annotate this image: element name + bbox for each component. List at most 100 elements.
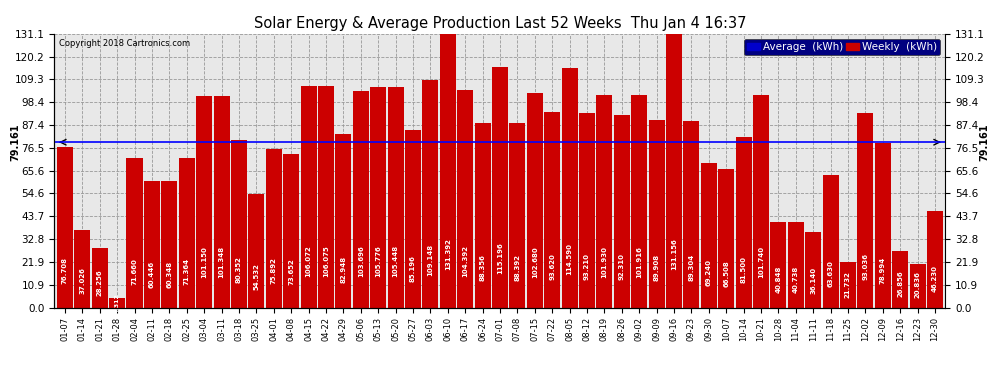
- Text: 63.630: 63.630: [828, 261, 834, 287]
- Bar: [405, 130, 421, 308]
- Bar: [927, 211, 943, 308]
- Bar: [370, 87, 386, 308]
- Text: 88.356: 88.356: [479, 254, 485, 281]
- Bar: [56, 147, 73, 308]
- Bar: [892, 251, 908, 308]
- Title: Solar Energy & Average Production Last 52 Weeks  Thu Jan 4 16:37: Solar Energy & Average Production Last 5…: [253, 16, 746, 31]
- Bar: [318, 86, 334, 308]
- Text: 131.392: 131.392: [445, 238, 450, 270]
- Text: 37.026: 37.026: [79, 267, 85, 294]
- Text: 66.508: 66.508: [723, 260, 730, 286]
- Text: 76.708: 76.708: [62, 257, 68, 284]
- Text: 89.304: 89.304: [688, 254, 694, 281]
- Text: Copyright 2018 Cartronics.com: Copyright 2018 Cartronics.com: [59, 39, 190, 48]
- Bar: [492, 67, 508, 308]
- Text: 93.620: 93.620: [549, 253, 555, 280]
- Text: 102.680: 102.680: [532, 246, 538, 278]
- Bar: [214, 96, 230, 308]
- Bar: [509, 123, 526, 308]
- Text: 103.696: 103.696: [357, 246, 363, 278]
- Text: 4.312: 4.312: [115, 293, 120, 313]
- Text: 78.994: 78.994: [880, 256, 886, 284]
- Text: 75.892: 75.892: [270, 257, 277, 284]
- Text: 46.230: 46.230: [932, 265, 938, 292]
- Text: 88.392: 88.392: [515, 254, 521, 281]
- Bar: [718, 169, 735, 308]
- Text: 106.072: 106.072: [306, 245, 312, 277]
- Bar: [161, 182, 177, 308]
- Text: 101.740: 101.740: [758, 246, 764, 278]
- Text: 93.036: 93.036: [862, 253, 868, 280]
- Text: 105.448: 105.448: [393, 245, 399, 277]
- Bar: [666, 34, 682, 308]
- Text: 89.908: 89.908: [653, 254, 659, 281]
- Text: 101.916: 101.916: [637, 246, 643, 278]
- Bar: [387, 87, 404, 308]
- Text: 109.148: 109.148: [428, 244, 434, 276]
- Text: 114.590: 114.590: [566, 243, 572, 274]
- Text: 106.075: 106.075: [323, 245, 329, 277]
- Bar: [736, 137, 751, 308]
- Bar: [457, 90, 473, 308]
- Text: 115.196: 115.196: [497, 243, 503, 274]
- Bar: [179, 159, 195, 308]
- Bar: [423, 80, 439, 308]
- Bar: [544, 112, 560, 308]
- Text: 101.930: 101.930: [601, 246, 607, 278]
- Bar: [840, 262, 856, 308]
- Bar: [596, 94, 613, 308]
- Text: 85.196: 85.196: [410, 255, 416, 282]
- Bar: [109, 298, 125, 307]
- Text: 101.348: 101.348: [219, 246, 225, 278]
- Text: 40.848: 40.848: [775, 266, 781, 293]
- Bar: [823, 175, 839, 308]
- Bar: [440, 33, 455, 308]
- Bar: [336, 134, 351, 308]
- Bar: [632, 95, 647, 308]
- Text: 60.446: 60.446: [148, 261, 154, 288]
- Bar: [857, 113, 873, 308]
- Text: 101.150: 101.150: [201, 246, 207, 278]
- Bar: [231, 140, 247, 308]
- Bar: [74, 230, 90, 308]
- Bar: [701, 163, 717, 308]
- Bar: [614, 115, 630, 308]
- Text: 26.856: 26.856: [897, 270, 903, 297]
- Text: 69.240: 69.240: [706, 259, 712, 286]
- Bar: [248, 194, 264, 308]
- Text: 80.352: 80.352: [236, 256, 242, 283]
- Text: 21.732: 21.732: [845, 271, 851, 298]
- Bar: [805, 232, 821, 308]
- Text: 73.652: 73.652: [288, 258, 294, 285]
- Bar: [683, 121, 699, 308]
- Bar: [875, 142, 891, 308]
- Text: 105.776: 105.776: [375, 245, 381, 277]
- Bar: [561, 68, 577, 308]
- Bar: [753, 95, 769, 308]
- Text: 71.364: 71.364: [184, 258, 190, 285]
- Text: 71.660: 71.660: [132, 258, 138, 285]
- Text: 131.156: 131.156: [671, 239, 677, 270]
- Bar: [127, 158, 143, 308]
- Text: 40.738: 40.738: [793, 266, 799, 293]
- Bar: [301, 86, 317, 308]
- Text: 79.161: 79.161: [979, 123, 989, 161]
- Text: 54.532: 54.532: [253, 263, 259, 290]
- Bar: [352, 91, 368, 308]
- Bar: [196, 96, 212, 308]
- Bar: [648, 120, 664, 308]
- Text: 82.948: 82.948: [341, 255, 346, 282]
- Text: 92.310: 92.310: [619, 253, 625, 280]
- Bar: [527, 93, 543, 308]
- Text: 79.161: 79.161: [11, 123, 21, 161]
- Text: 60.348: 60.348: [166, 261, 172, 288]
- Bar: [265, 149, 282, 308]
- Text: 36.140: 36.140: [810, 267, 816, 294]
- Bar: [788, 222, 804, 308]
- Legend: Average  (kWh), Weekly  (kWh): Average (kWh), Weekly (kWh): [744, 39, 940, 55]
- Bar: [579, 113, 595, 308]
- Bar: [910, 264, 926, 308]
- Text: 93.210: 93.210: [584, 253, 590, 280]
- Text: 81.500: 81.500: [741, 256, 746, 283]
- Bar: [283, 154, 299, 308]
